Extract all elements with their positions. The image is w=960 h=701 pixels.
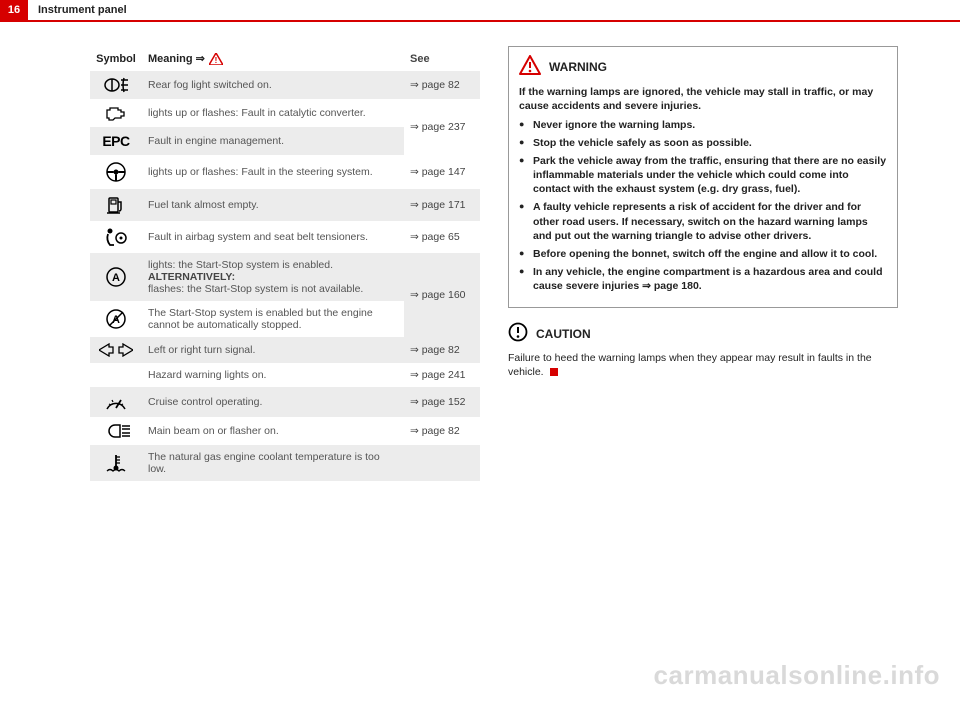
steering-icon: [90, 155, 142, 189]
meaning-cell: lights up or flashes: Fault in the steer…: [142, 155, 404, 189]
th-symbol: Symbol: [90, 46, 142, 71]
cruise-control-icon: [90, 387, 142, 417]
warning-item: Stop the vehicle safely as soon as possi…: [519, 136, 887, 150]
meaning-cell: lights: the Start-Stop system is enabled…: [142, 253, 404, 301]
th-meaning: Meaning ⇒ !: [142, 46, 404, 71]
caution-text: Failure to heed the warning lamps when t…: [508, 351, 898, 379]
th-meaning-text: Meaning ⇒: [148, 52, 205, 65]
chapter-title: Instrument panel: [28, 0, 137, 20]
airbag-icon: [90, 221, 142, 253]
top-bar: 16 Instrument panel: [0, 0, 960, 20]
svg-text:!: !: [215, 56, 218, 65]
table-row: lights up or flashes: Fault in catalytic…: [90, 99, 480, 127]
caution-title-row: CAUTION: [508, 322, 898, 346]
caution-icon: [508, 322, 528, 346]
symbol-table: Symbol Meaning ⇒ ! See: [90, 46, 480, 481]
meaning-cell: The Start-Stop system is enabled but the…: [142, 301, 404, 337]
see-cell: [404, 445, 480, 481]
meaning-alt: ALTERNATIVELY:: [148, 271, 235, 283]
warning-intro: If the warning lamps are ignored, the ve…: [519, 85, 887, 113]
meaning-cell: Main beam on or flasher on.: [142, 417, 404, 445]
see-cell: ⇒ page 65: [404, 221, 480, 253]
warning-title: WARNING: [549, 59, 607, 75]
see-cell: ⇒ page 152: [404, 387, 480, 417]
warning-item: Never ignore the warning lamps.: [519, 118, 887, 132]
start-stop-a-icon: A: [90, 253, 142, 301]
fuel-icon: [90, 189, 142, 221]
meaning-cell: Left or right turn signal.: [142, 337, 404, 363]
page-content: Symbol Meaning ⇒ ! See: [0, 22, 960, 481]
meaning-cell: lights up or flashes: Fault in catalytic…: [142, 99, 404, 127]
warning-icon: !: [209, 53, 223, 65]
symbol-table-column: Symbol Meaning ⇒ ! See: [90, 46, 480, 481]
watermark: carmanualsonline.info: [654, 660, 940, 691]
warning-item: Before opening the bonnet, switch off th…: [519, 247, 887, 261]
warning-title-row: WARNING: [519, 55, 887, 79]
meaning-cell: Rear fog light switched on.: [142, 71, 404, 99]
meaning-cell: Fault in engine management.: [142, 127, 404, 155]
table-row: Fuel tank almost empty. ⇒ page 171: [90, 189, 480, 221]
meaning-cell: Hazard warning lights on.: [142, 363, 404, 387]
caution-block: CAUTION Failure to heed the warning lamp…: [508, 322, 898, 379]
table-row: Main beam on or flasher on. ⇒ page 82: [90, 417, 480, 445]
see-cell: ⇒ page 237: [404, 99, 480, 155]
start-stop-b-icon: A: [90, 301, 142, 337]
see-cell: ⇒ page 171: [404, 189, 480, 221]
meaning-cell: Cruise control operating.: [142, 387, 404, 417]
meaning-p2: flashes: the Start-Stop system is not av…: [148, 283, 363, 295]
meaning-p1: lights: the Start-Stop system is enabled…: [148, 259, 333, 271]
meaning-cell: Fault in airbag system and seat belt ten…: [142, 221, 404, 253]
caution-title: CAUTION: [536, 326, 591, 342]
see-cell: ⇒ page 241: [404, 363, 480, 387]
svg-text:A: A: [112, 272, 120, 284]
turn-signal-icon: [90, 337, 142, 363]
main-beam-icon: [90, 417, 142, 445]
see-cell: ⇒ page 160: [404, 253, 480, 337]
coolant-temp-icon: [90, 445, 142, 481]
engine-icon: [90, 99, 142, 127]
see-cell: ⇒ page 82: [404, 71, 480, 99]
meaning-cell: Fuel tank almost empty.: [142, 189, 404, 221]
see-cell: ⇒ page 147: [404, 155, 480, 189]
see-cell: ⇒ page 82: [404, 337, 480, 363]
table-row: Hazard warning lights on. ⇒ page 241: [90, 363, 480, 387]
warning-icon: [519, 55, 541, 79]
table-row: A lights: the Start-Stop system is enabl…: [90, 253, 480, 301]
table-row: Rear fog light switched on. ⇒ page 82: [90, 71, 480, 99]
th-see: See: [404, 46, 480, 71]
end-marker: [550, 368, 558, 376]
rear-fog-icon: [90, 71, 142, 99]
warning-item: A faulty vehicle represents a risk of ac…: [519, 200, 887, 243]
warning-item: In any vehicle, the engine compartment i…: [519, 265, 887, 293]
table-row: Fault in airbag system and seat belt ten…: [90, 221, 480, 253]
table-row: lights up or flashes: Fault in the steer…: [90, 155, 480, 189]
right-column: WARNING If the warning lamps are ignored…: [508, 46, 898, 481]
caution-text-span: Failure to heed the warning lamps when t…: [508, 352, 872, 378]
table-row: Cruise control operating. ⇒ page 152: [90, 387, 480, 417]
warning-box: WARNING If the warning lamps are ignored…: [508, 46, 898, 308]
table-row: Left or right turn signal. ⇒ page 82: [90, 337, 480, 363]
hazard-icon: [90, 363, 142, 387]
page-number: 16: [0, 0, 28, 20]
warning-item: Park the vehicle away from the traffic, …: [519, 154, 887, 197]
meaning-cell: The natural gas engine coolant temperatu…: [142, 445, 404, 481]
table-row: The natural gas engine coolant temperatu…: [90, 445, 480, 481]
epc-icon: EPC: [90, 127, 142, 155]
see-cell: ⇒ page 82: [404, 417, 480, 445]
warning-list: Never ignore the warning lamps. Stop the…: [519, 118, 887, 294]
